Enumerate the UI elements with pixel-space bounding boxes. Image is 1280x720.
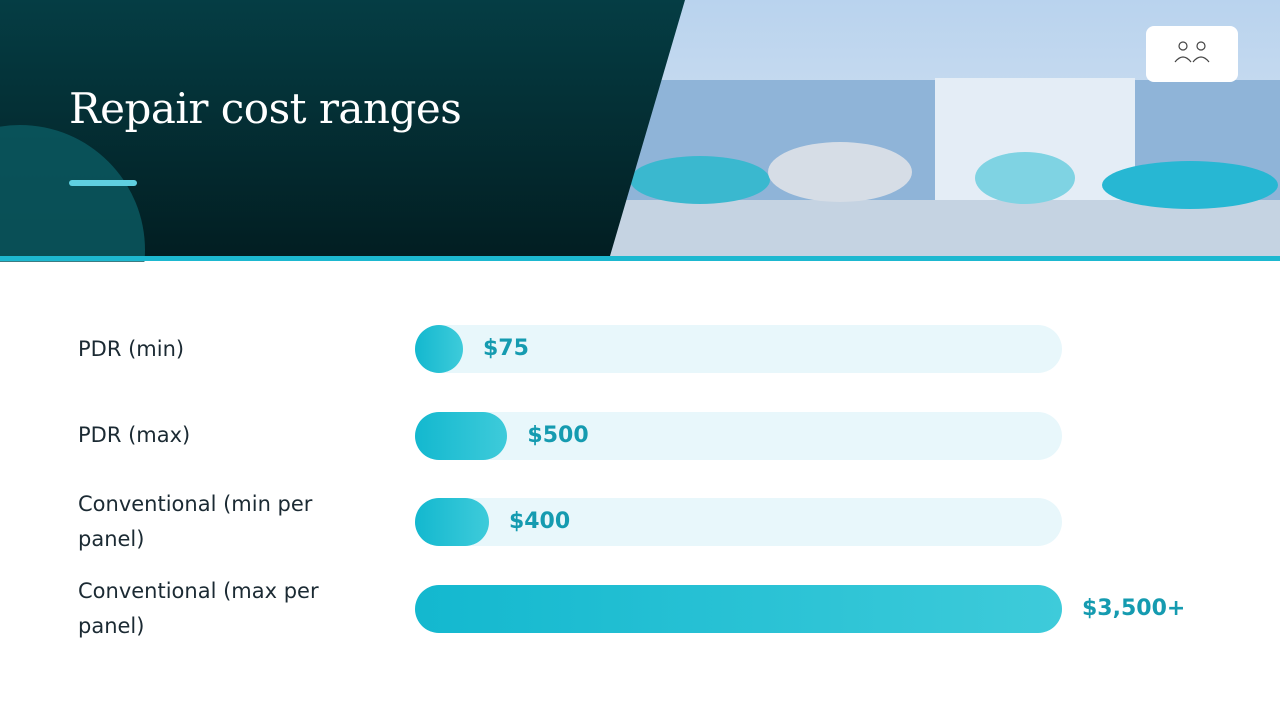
bar-track — [415, 325, 1062, 373]
category-label: PDR (max) — [78, 423, 191, 447]
value-label: $3,500+ — [1082, 595, 1186, 621]
logo-icon — [1174, 41, 1210, 63]
value-label: $400 — [508, 509, 571, 534]
category-label: Conventional (max per panel) — [78, 578, 319, 638]
bar-track — [415, 411, 1062, 460]
accent-line — [69, 180, 137, 186]
category-label: Conventional (min per panel) — [78, 492, 313, 551]
title-panel — [0, 0, 685, 256]
bar — [415, 411, 508, 460]
car — [768, 142, 912, 202]
photo-floor — [600, 200, 1280, 256]
bar-track — [415, 498, 1062, 546]
bar — [415, 325, 463, 373]
logo — [1146, 26, 1238, 82]
car — [1102, 161, 1278, 209]
decor-circle — [0, 125, 145, 262]
car — [630, 156, 770, 204]
car — [975, 152, 1075, 204]
value-label: $75 — [483, 336, 529, 361]
chart-title: Repair cost ranges — [69, 84, 462, 133]
header — [0, 0, 1280, 262]
value-label: $500 — [527, 422, 589, 448]
divider — [0, 256, 1280, 261]
bar — [415, 498, 489, 546]
category-label: PDR (min) — [78, 336, 185, 361]
bar — [415, 584, 1062, 633]
